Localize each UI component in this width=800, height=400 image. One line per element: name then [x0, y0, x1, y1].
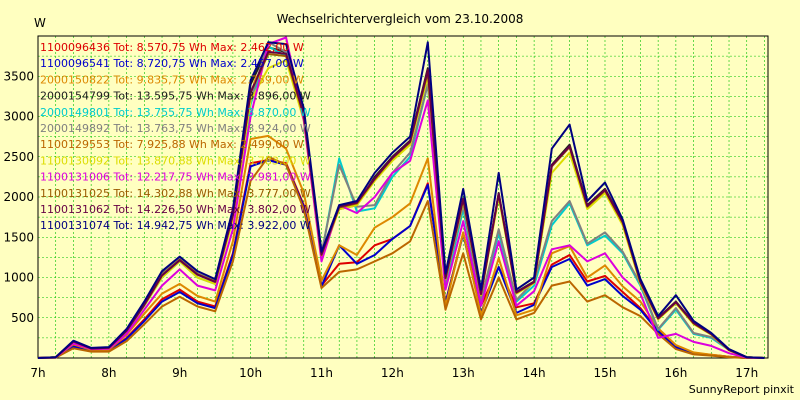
series-line	[37, 159, 765, 359]
x-tick-label: 10h	[239, 366, 262, 380]
series-line	[37, 134, 765, 359]
y-unit-label: W	[34, 16, 46, 30]
x-tick-label: 7h	[30, 366, 45, 380]
legend-entry: 2000154799 Tot: 13.595,75 Wh Max: 3.896,…	[40, 90, 311, 103]
legend-entry: 1100096541 Tot: 8.720,75 Wh Max: 2.457,0…	[40, 57, 304, 70]
y-tick-label: 1500	[3, 230, 34, 244]
y-tick-label: 2000	[3, 190, 34, 204]
legend: 1100096436 Tot: 8.570,75 Wh Max: 2.462,0…	[40, 41, 311, 232]
x-tick-label: 16h	[664, 366, 687, 380]
legend-entry: 2000150822 Tot: 9.835,75 Wh Max: 2.759,0…	[40, 73, 304, 86]
x-tick-label: 15h	[594, 366, 617, 380]
legend-entry: 1100096436 Tot: 8.570,75 Wh Max: 2.462,0…	[40, 41, 304, 54]
legend-entry: 1100131062 Tot: 14.226,50 Wh Max: 3.802,…	[40, 203, 311, 216]
legend-entry: 2000149892 Tot: 13.763,75 Wh Max: 3.924,…	[40, 122, 311, 135]
x-tick-label: 11h	[310, 366, 333, 380]
x-tick-label: 12h	[381, 366, 404, 380]
legend-entry: 1100131025 Tot: 14.302,88 Wh Max: 3.777,…	[40, 187, 311, 200]
legend-entry: 2000149801 Tot: 13.755,75 Wh Max: 3.870,…	[40, 106, 311, 119]
x-tick-label: 13h	[452, 366, 475, 380]
x-tick-label: 14h	[523, 366, 546, 380]
series-line	[37, 41, 765, 359]
series-lines	[37, 36, 765, 359]
footer-credit: SunnyReport pinxit	[689, 383, 795, 396]
x-tick-label: 17h	[735, 366, 758, 380]
x-tick-label: 9h	[172, 366, 187, 380]
legend-entry: 1100129553 Tot: 7.925,88 Wh Max: 2.499,0…	[40, 138, 304, 151]
y-tick-label: 3000	[3, 110, 34, 124]
legend-entry: 1100130092 Tot: 13.870,88 Wh Max: 3.783,…	[40, 154, 311, 167]
legend-entry: 1100131074 Tot: 14.942,75 Wh Max: 3.922,…	[40, 219, 311, 232]
tick-labels: 7h 8h 9h 10h 11h 12h 13h 14h 15h 16h 17h 500 1000 150…	[3, 69, 758, 380]
y-tick-label: 500	[11, 311, 34, 325]
x-tick-label: 8h	[101, 366, 116, 380]
legend-entry: 1100131006 Tot: 12.217,75 Wh Max: 3.981,…	[40, 171, 311, 184]
y-tick-label: 2500	[3, 150, 34, 164]
series-line	[37, 36, 765, 359]
plot-area	[37, 35, 769, 359]
chart-title: Wechselrichtervergleich vom 23.10.2008	[277, 12, 524, 26]
series-line	[37, 155, 765, 359]
series-line	[37, 50, 765, 359]
y-tick-label: 1000	[3, 271, 34, 285]
y-tick-label: 3500	[3, 69, 34, 83]
